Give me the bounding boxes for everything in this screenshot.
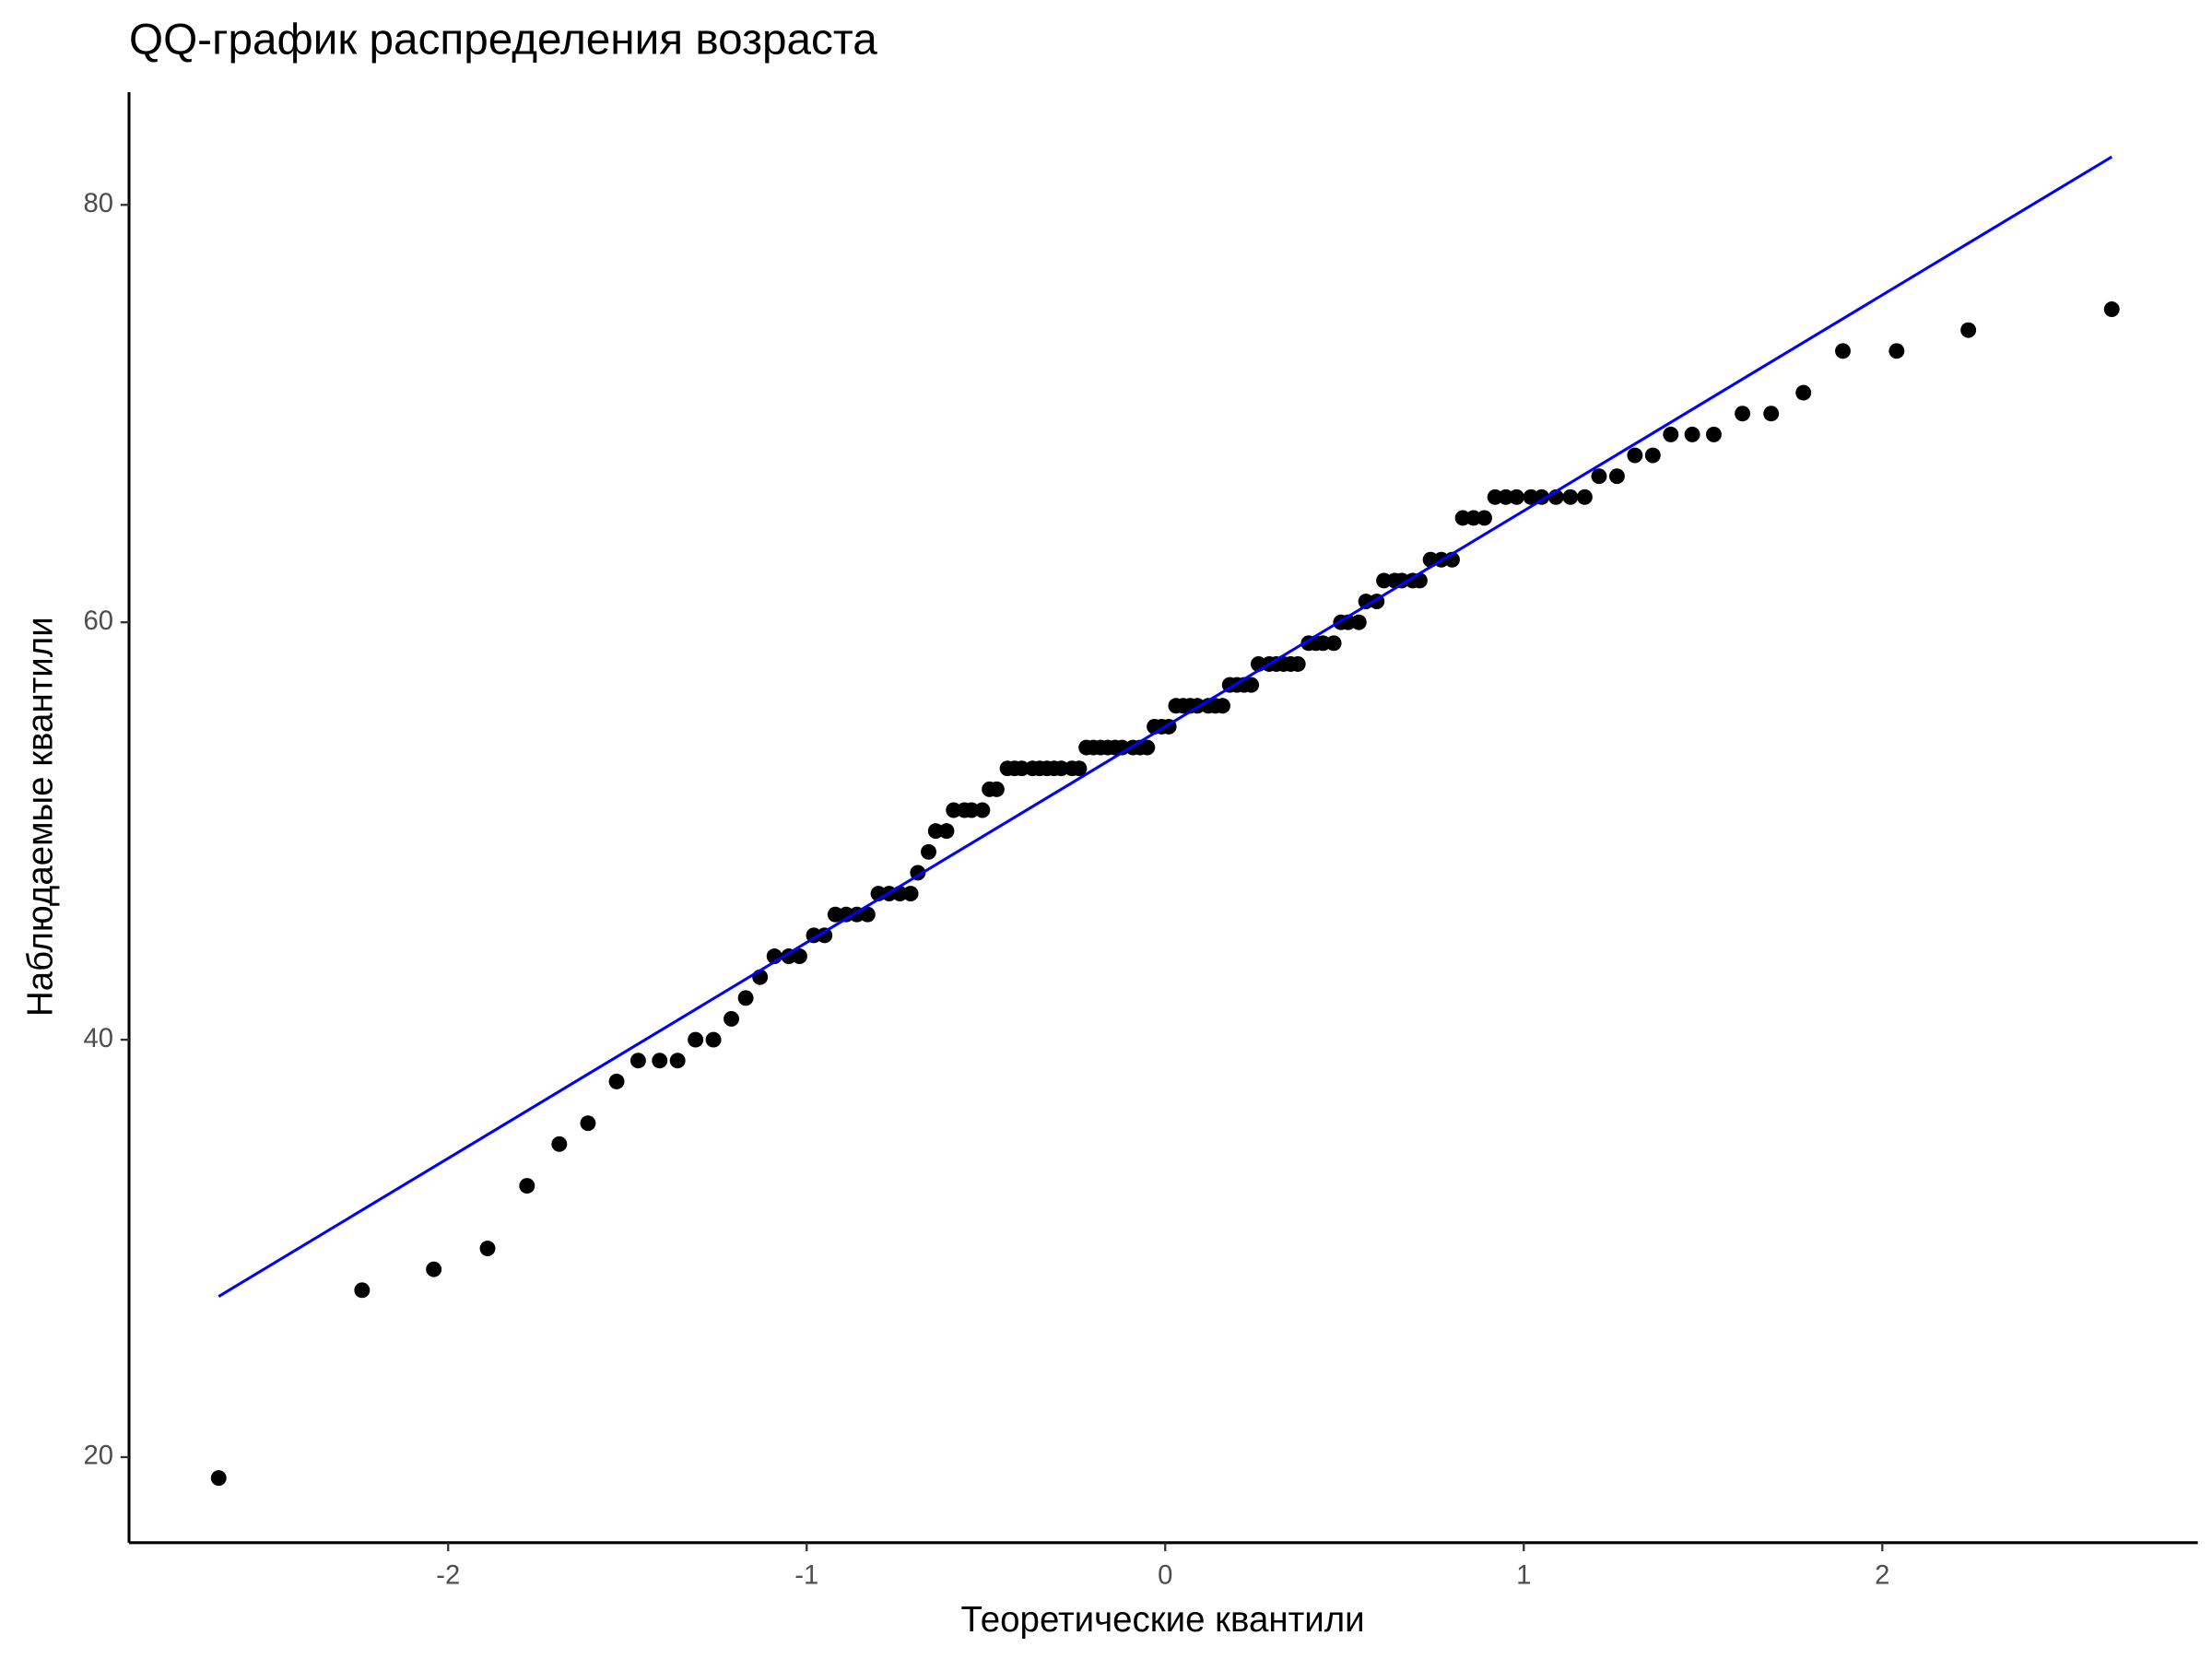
point (1562, 488, 1579, 505)
point (551, 1135, 568, 1152)
point (988, 781, 1005, 797)
point (827, 906, 843, 923)
point (1576, 488, 1593, 505)
x-tick-label: 2 (1875, 1560, 1889, 1590)
point (1139, 739, 1156, 756)
point (1498, 488, 1514, 505)
x-tick-label: -2 (436, 1560, 460, 1590)
point (974, 802, 991, 818)
point (921, 843, 936, 860)
point (210, 1470, 227, 1487)
point (1454, 510, 1471, 526)
point (519, 1178, 535, 1194)
reference-line (218, 155, 2113, 1298)
point (1014, 760, 1030, 777)
point (1644, 447, 1661, 464)
point (817, 927, 833, 944)
y-tick-label: 80 (84, 189, 114, 218)
point (927, 823, 944, 840)
point (479, 1241, 496, 1257)
point (1215, 698, 1230, 714)
point (629, 1053, 646, 1069)
point (1663, 426, 1679, 442)
point (1608, 468, 1625, 485)
point (1684, 426, 1700, 442)
point (859, 906, 876, 923)
point (1350, 614, 1367, 630)
point (946, 802, 962, 818)
point (1795, 384, 1812, 401)
point (1325, 635, 1342, 652)
point (1763, 406, 1780, 422)
point (838, 906, 854, 923)
point (902, 886, 919, 902)
y-tick-label: 40 (84, 1024, 114, 1053)
point (1289, 656, 1306, 672)
point (1888, 343, 1905, 359)
point (608, 1073, 625, 1089)
point (1960, 322, 1977, 338)
point (705, 1031, 722, 1048)
point (1477, 510, 1492, 526)
point (688, 1031, 704, 1048)
y-axis-title: Наблюдаемые квантили (20, 617, 60, 1017)
point (1053, 760, 1069, 777)
point (669, 1053, 686, 1069)
point (354, 1282, 371, 1299)
point (652, 1053, 668, 1069)
point (1071, 760, 1088, 777)
x-tick-label: -1 (794, 1560, 818, 1590)
point (938, 823, 955, 840)
point (1314, 635, 1331, 652)
point (1591, 468, 1607, 485)
point (1735, 406, 1751, 422)
point (1465, 510, 1482, 526)
x-axis-title: Теоретические квантили (960, 1600, 1364, 1640)
point (580, 1115, 596, 1132)
point (724, 1010, 740, 1027)
point (2103, 301, 2120, 317)
point (1487, 488, 1503, 505)
point (1835, 343, 1851, 359)
point (1509, 488, 1524, 505)
point (1358, 594, 1374, 610)
point (1243, 677, 1260, 693)
x-tick-label: 0 (1158, 1560, 1172, 1590)
point (1376, 572, 1393, 589)
y-tick-label: 60 (84, 606, 114, 636)
point (737, 990, 754, 1006)
point (963, 802, 980, 818)
chart-title: QQ-график распределения возраста (129, 16, 877, 65)
point (426, 1261, 442, 1277)
point (1705, 426, 1722, 442)
point (1394, 572, 1410, 589)
point (1523, 488, 1539, 505)
x-tick-label: 1 (1516, 1560, 1531, 1590)
point (1627, 447, 1643, 464)
point (791, 948, 807, 964)
y-tick-label: 20 (84, 1441, 114, 1471)
